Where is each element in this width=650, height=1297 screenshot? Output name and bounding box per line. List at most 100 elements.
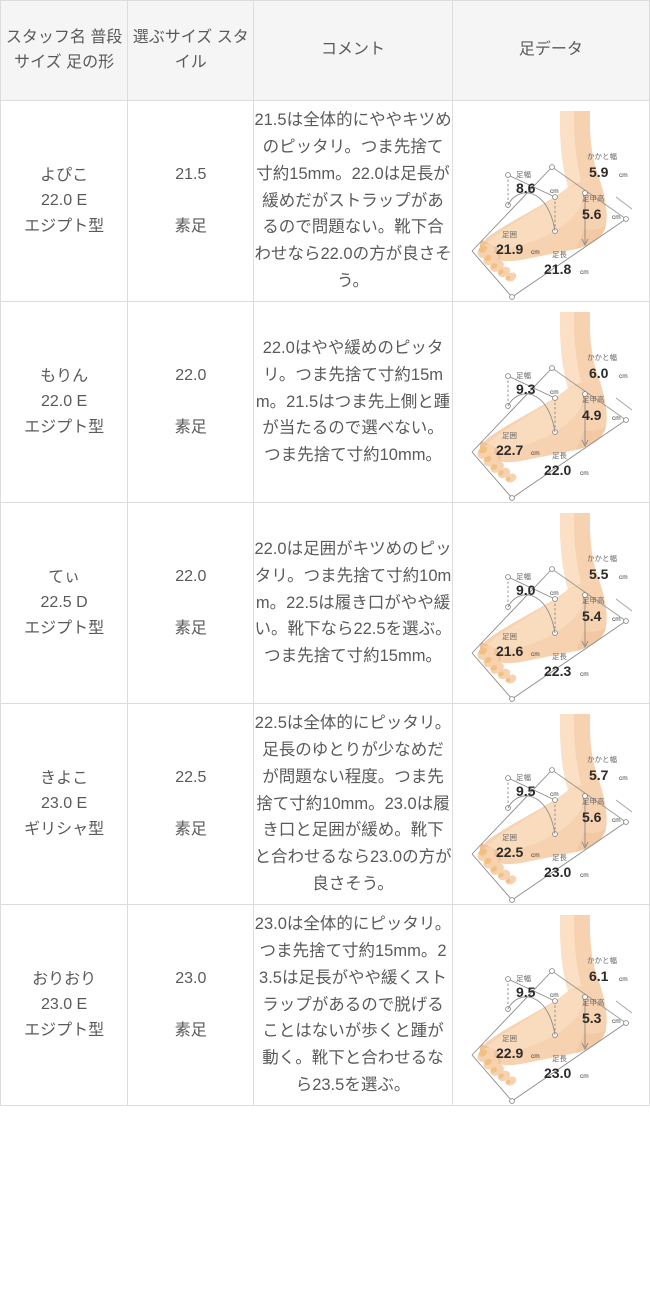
wearing-style: 素足	[174, 218, 207, 235]
dimension-overlay	[471, 968, 633, 1104]
comment-cell: 21.5は全体的にややキツめのピッタリ。つま先捨て寸約15mm。22.0は足長が…	[253, 100, 453, 302]
value-foot-width: 9.5	[516, 783, 536, 799]
value-heel-width: 6.1	[589, 968, 609, 984]
measurement-labels: 足幅 8.6 cm 足囲 21.9 cm 足長 21.8 cm かかと幅 5.9…	[496, 151, 628, 277]
header-foot-data: 足データ	[451, 0, 650, 101]
foot-figure-wrapper: 足幅 9.3 cm 足囲 22.7 cm 足長 22.0 cm かかと幅 6.0…	[453, 302, 649, 502]
chosen-size: 21.5	[175, 166, 207, 184]
chosen-size: 22.0	[175, 568, 207, 586]
chosen-size-cell: 21.5 素足	[127, 100, 255, 302]
foot-data-cell: 足幅 8.6 cm 足囲 21.9 cm 足長 21.8 cm かかと幅 5.9…	[451, 100, 650, 302]
value-foot-width: 8.6	[516, 180, 536, 196]
usual-size: 22.5 D	[40, 594, 88, 612]
unit-heel-width: cm	[619, 172, 628, 179]
chosen-size-cell: 22.5 素足	[127, 703, 255, 905]
value-heel-width: 6.0	[589, 365, 609, 381]
label-foot-girth: 足囲	[502, 632, 517, 641]
foot-shape: ギリシャ型	[24, 820, 105, 838]
label-foot-length: 足長	[552, 1054, 567, 1063]
value-foot-width: 9.3	[516, 381, 536, 397]
value-instep-height: 5.4	[582, 608, 602, 624]
header-staff: スタッフ名 普段サイズ 足の形	[0, 0, 129, 101]
unit-heel-width: cm	[619, 976, 628, 983]
header-comment: コメント	[253, 0, 453, 101]
label-foot-width: 足幅	[516, 571, 531, 581]
label-foot-girth: 足囲	[502, 431, 517, 440]
foot-shape: エジプト型	[24, 217, 105, 235]
usual-size: 23.0 E	[40, 996, 88, 1014]
value-foot-girth: 22.5	[496, 844, 523, 860]
label-instep-height: 足甲高	[582, 394, 605, 404]
foot-drawing	[477, 111, 607, 282]
label-instep-height: 足甲高	[582, 997, 605, 1007]
label-foot-width: 足幅	[516, 169, 531, 179]
foot-shape: エジプト型	[24, 418, 105, 436]
label-foot-length: 足長	[552, 853, 567, 862]
foot-measurement-illustration: 足幅 8.6 cm 足囲 21.9 cm 足長 21.8 cm かかと幅 5.9…	[471, 111, 633, 300]
header-comment-line-1: コメント	[321, 41, 386, 59]
label-foot-length: 足長	[552, 652, 567, 661]
label-foot-girth: 足囲	[502, 833, 517, 842]
table-row: おりおり 23.0 E エジプト型 23.0 素足 23.0は全体的にピッタリ。…	[0, 904, 650, 1106]
unit-instep-height: cm	[612, 616, 621, 623]
unit-instep-height: cm	[612, 1018, 621, 1025]
table-row: もりん 22.0 E エジプト型 22.0 素足 22.0はやや緩めのピッタリ。…	[0, 301, 650, 503]
unit-foot-width: cm	[550, 389, 559, 396]
header-chosen-size: 選ぶサイズ スタイル	[127, 0, 255, 101]
unit-heel-width: cm	[619, 373, 628, 380]
value-foot-length: 22.3	[544, 663, 571, 679]
foot-shape: エジプト型	[24, 1021, 105, 1039]
value-heel-width: 5.7	[589, 767, 609, 783]
foot-drawing	[477, 513, 607, 684]
wearing-style: 素足	[174, 1022, 207, 1039]
unit-foot-width: cm	[550, 992, 559, 999]
label-foot-girth: 足囲	[502, 1034, 517, 1043]
value-instep-height: 5.3	[582, 1010, 602, 1026]
label-instep-height: 足甲高	[582, 796, 605, 806]
label-foot-length: 足長	[552, 250, 567, 259]
unit-foot-length: cm	[580, 872, 589, 879]
dimension-overlay	[471, 365, 633, 501]
staff-name: よぴこ	[40, 166, 89, 184]
unit-instep-height: cm	[612, 214, 621, 221]
value-heel-width: 5.9	[589, 164, 609, 180]
foot-data-cell: 足幅 9.0 cm 足囲 21.6 cm 足長 22.3 cm かかと幅 5.5…	[451, 502, 650, 704]
value-instep-height: 4.9	[582, 407, 602, 423]
label-heel-width: かかと幅	[587, 553, 617, 563]
unit-foot-girth: cm	[531, 450, 540, 457]
usual-size: 23.0 E	[40, 795, 88, 813]
label-heel-width: かかと幅	[587, 151, 617, 161]
header-staff-line-3: 足の形	[66, 53, 115, 71]
foot-data-cell: 足幅 9.3 cm 足囲 22.7 cm 足長 22.0 cm かかと幅 6.0…	[451, 301, 650, 503]
foot-drawing	[477, 714, 607, 885]
dimension-overlay	[471, 767, 633, 903]
staff-cell: おりおり 23.0 E エジプト型	[0, 904, 129, 1106]
header-size-line-1: 選ぶサイズ	[132, 28, 213, 46]
chosen-size: 23.0	[175, 970, 207, 988]
unit-foot-width: cm	[550, 791, 559, 798]
value-foot-girth: 22.7	[496, 442, 523, 458]
chosen-size-cell: 22.0 素足	[127, 301, 255, 503]
label-instep-height: 足甲高	[582, 595, 605, 605]
unit-foot-length: cm	[580, 1073, 589, 1080]
value-instep-height: 5.6	[582, 809, 602, 825]
foot-measurement-illustration: 足幅 9.5 cm 足囲 22.9 cm 足長 23.0 cm かかと幅 6.1…	[471, 915, 633, 1104]
foot-drawing	[477, 312, 607, 483]
chosen-size-cell: 22.0 素足	[127, 502, 255, 704]
unit-foot-girth: cm	[531, 852, 540, 859]
unit-instep-height: cm	[612, 415, 621, 422]
measurement-labels: 足幅 9.5 cm 足囲 22.9 cm 足長 23.0 cm かかと幅 6.1…	[496, 955, 628, 1081]
measurement-labels: 足幅 9.5 cm 足囲 22.5 cm 足長 23.0 cm かかと幅 5.7…	[496, 754, 628, 880]
value-foot-width: 9.5	[516, 984, 536, 1000]
value-foot-length: 22.0	[544, 462, 571, 478]
chosen-size: 22.0	[175, 367, 207, 385]
unit-foot-girth: cm	[531, 249, 540, 256]
table-row: てぃ 22.5 D エジプト型 22.0 素足 22.0は足囲がキツめのピッタリ…	[0, 502, 650, 704]
table-body: よぴこ 22.0 E エジプト型 21.5 素足 21.5は全体的にややキツめの…	[0, 100, 650, 1106]
label-heel-width: かかと幅	[587, 352, 617, 362]
label-heel-width: かかと幅	[587, 754, 617, 764]
measurement-labels: 足幅 9.3 cm 足囲 22.7 cm 足長 22.0 cm かかと幅 6.0…	[496, 352, 628, 478]
label-foot-girth: 足囲	[502, 230, 517, 239]
foot-measurement-illustration: 足幅 9.0 cm 足囲 21.6 cm 足長 22.3 cm かかと幅 5.5…	[471, 513, 633, 702]
header-foot-data-line-1: 足データ	[518, 41, 583, 59]
